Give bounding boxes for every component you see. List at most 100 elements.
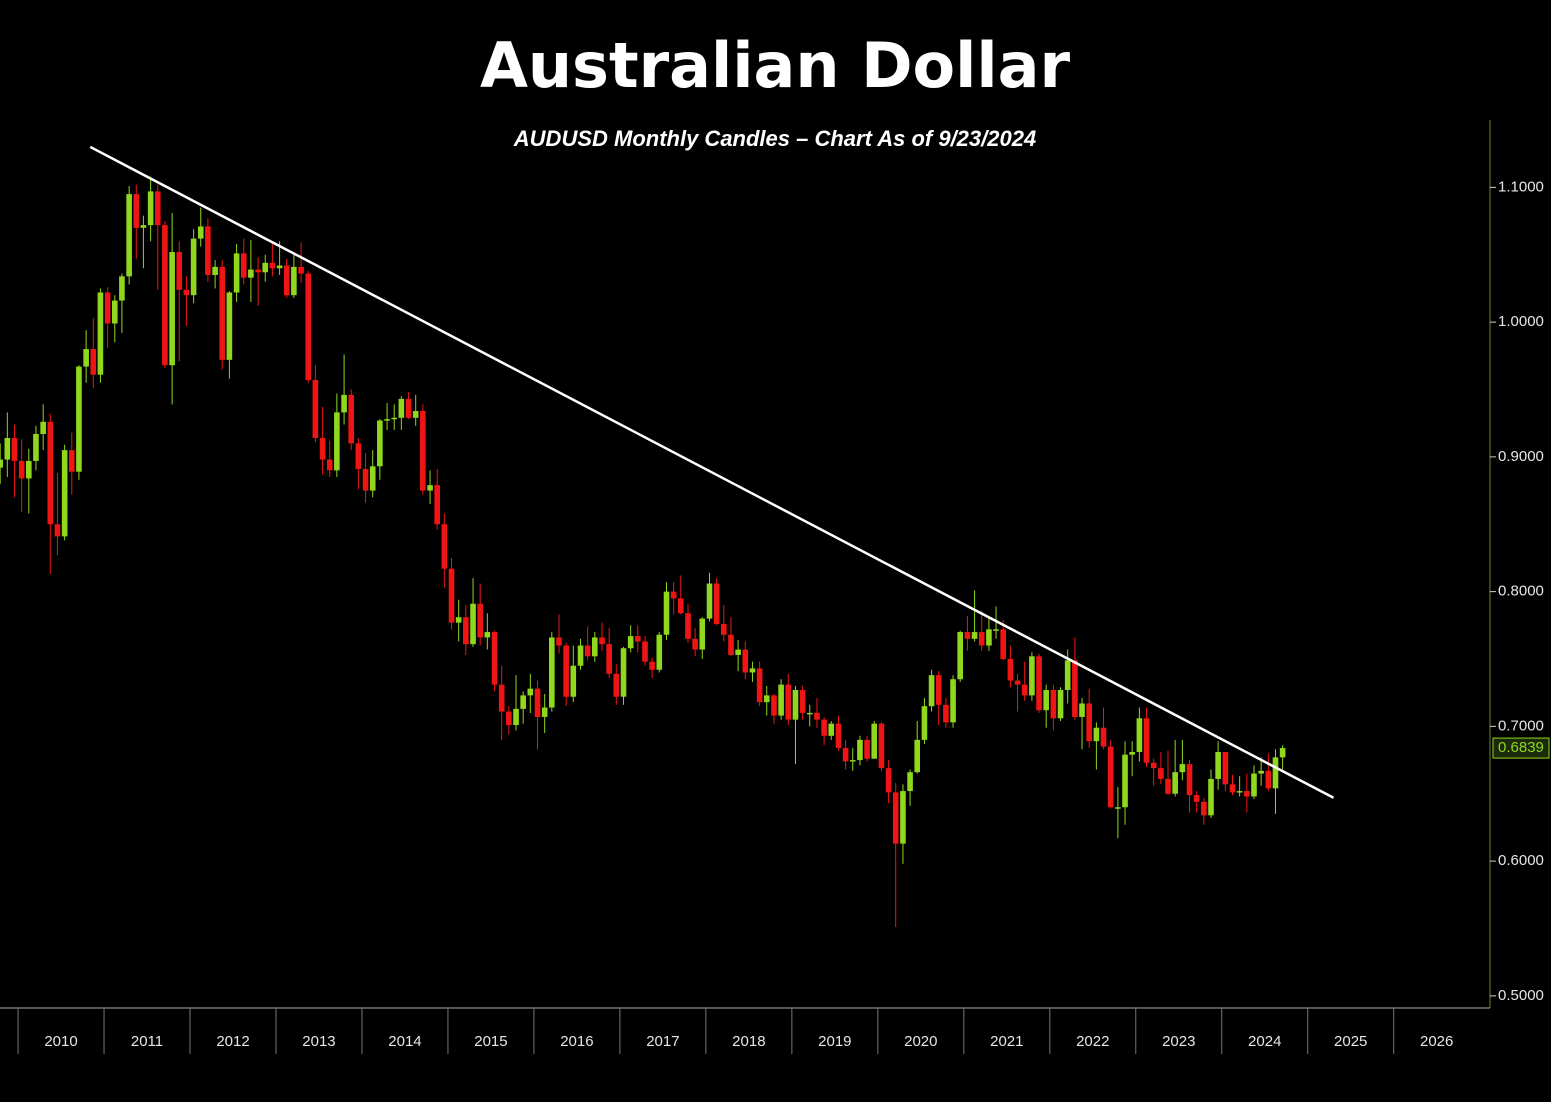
candle-body bbox=[40, 421, 46, 434]
candle-body bbox=[1072, 660, 1078, 717]
candle-body bbox=[140, 225, 147, 228]
candle-body bbox=[1036, 656, 1042, 711]
candle-body bbox=[649, 661, 655, 670]
candle-body bbox=[1236, 791, 1243, 793]
candle-body bbox=[477, 603, 483, 638]
candle-body bbox=[147, 191, 154, 226]
candle-body bbox=[864, 739, 870, 759]
candle-body bbox=[642, 641, 648, 662]
candle-body bbox=[248, 269, 254, 278]
candle-body bbox=[119, 276, 125, 301]
x-tick-label: 2018 bbox=[732, 1033, 765, 1050]
candle-body bbox=[4, 438, 11, 460]
last-price-box bbox=[1492, 737, 1550, 759]
x-tick-label: 2014 bbox=[388, 1033, 421, 1050]
y-tick-label: 0.9000 bbox=[1498, 448, 1544, 465]
candle-body bbox=[405, 398, 412, 418]
candle-body bbox=[892, 792, 899, 844]
x-tick-label: 2022 bbox=[1076, 1033, 1109, 1050]
candle-body bbox=[943, 704, 949, 723]
candle-body bbox=[76, 366, 82, 472]
candle-body bbox=[369, 466, 376, 491]
candle-body bbox=[97, 292, 104, 375]
candle-body bbox=[778, 684, 784, 716]
candle-body bbox=[169, 252, 175, 366]
candle-body bbox=[183, 289, 190, 296]
candle-body bbox=[563, 645, 569, 697]
candle-body bbox=[498, 684, 505, 712]
candle-body bbox=[900, 791, 906, 844]
candle-body bbox=[1244, 791, 1250, 797]
y-tick-label: 0.7000 bbox=[1498, 717, 1544, 734]
y-tick-label: 1.0000 bbox=[1498, 313, 1544, 330]
candle-body bbox=[828, 723, 835, 736]
candle-body bbox=[921, 706, 928, 740]
candle-body bbox=[663, 591, 670, 635]
candle-body bbox=[756, 668, 763, 703]
candle-body bbox=[68, 450, 75, 472]
candle-body bbox=[33, 433, 39, 461]
candle-body bbox=[83, 349, 89, 367]
candle-body bbox=[785, 684, 792, 720]
candle-body bbox=[1014, 680, 1021, 685]
candle-body bbox=[420, 411, 426, 491]
candle-body bbox=[964, 632, 971, 639]
y-tick-label: 0.5000 bbox=[1498, 987, 1544, 1004]
candle-body bbox=[111, 300, 118, 324]
candle-body bbox=[871, 723, 878, 759]
candle-body bbox=[0, 459, 3, 468]
candle-body bbox=[534, 688, 541, 717]
candle-body bbox=[699, 618, 706, 650]
candle-body bbox=[627, 636, 634, 649]
candle-body bbox=[334, 412, 340, 471]
candle-body bbox=[735, 649, 741, 655]
candle-body bbox=[305, 273, 312, 381]
candle-body bbox=[1272, 757, 1279, 789]
candle-body bbox=[18, 460, 25, 479]
candle-body bbox=[935, 675, 942, 705]
candle-body bbox=[907, 772, 913, 792]
candle-body bbox=[584, 645, 591, 657]
x-tick-label: 2023 bbox=[1162, 1033, 1195, 1050]
candle-body bbox=[463, 617, 469, 645]
candle-body bbox=[1136, 718, 1143, 752]
candle-body bbox=[1165, 778, 1171, 794]
x-tick-label: 2010 bbox=[44, 1033, 77, 1050]
candle-body bbox=[1021, 684, 1028, 696]
candle-body bbox=[1143, 718, 1150, 763]
candle-body bbox=[878, 723, 885, 769]
candle-body bbox=[763, 695, 770, 703]
candle-body bbox=[319, 438, 326, 460]
candle-body bbox=[197, 226, 204, 239]
candle-body bbox=[556, 637, 562, 646]
candle-body bbox=[291, 266, 297, 296]
candle-body bbox=[1000, 629, 1006, 659]
trendline bbox=[89, 145, 1335, 799]
candle-body bbox=[283, 265, 290, 296]
candle-body bbox=[126, 194, 132, 277]
candle-body bbox=[506, 711, 512, 726]
candle-body bbox=[1029, 656, 1035, 696]
candle-body bbox=[427, 485, 433, 491]
candle-body bbox=[857, 739, 863, 761]
candle-body bbox=[326, 459, 333, 471]
candle-body bbox=[928, 675, 935, 707]
candle-body bbox=[749, 668, 756, 673]
x-tick-label: 2011 bbox=[131, 1033, 163, 1050]
candle-body bbox=[1172, 772, 1178, 794]
candle-body bbox=[613, 673, 620, 697]
candle-body bbox=[670, 591, 677, 599]
candle-body bbox=[162, 225, 168, 366]
candle-body bbox=[398, 398, 405, 418]
candle-body bbox=[634, 636, 641, 642]
candle-body bbox=[212, 266, 218, 275]
candle-body bbox=[219, 266, 226, 360]
candle-body bbox=[262, 262, 269, 273]
candle-body bbox=[986, 629, 992, 646]
candle-body bbox=[1129, 751, 1135, 755]
candle-body bbox=[1057, 689, 1064, 719]
x-tick-label: 2019 bbox=[818, 1033, 851, 1050]
x-tick-label: 2013 bbox=[302, 1033, 335, 1050]
candle-body bbox=[362, 469, 369, 491]
candle-body bbox=[849, 760, 856, 762]
